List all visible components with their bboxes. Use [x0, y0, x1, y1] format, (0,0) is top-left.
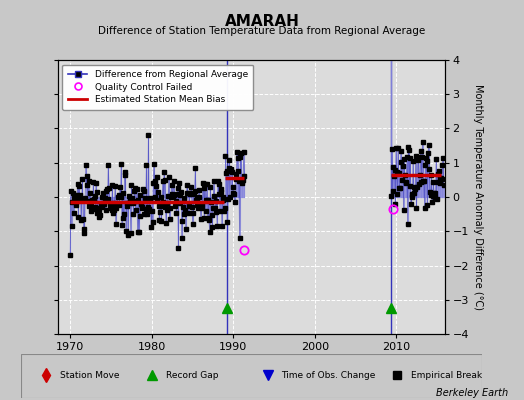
Text: AMARAH: AMARAH	[225, 14, 299, 29]
Legend: Difference from Regional Average, Quality Control Failed, Estimated Station Mean: Difference from Regional Average, Qualit…	[62, 64, 253, 110]
Text: Time of Obs. Change: Time of Obs. Change	[281, 371, 376, 380]
Text: Berkeley Earth: Berkeley Earth	[436, 388, 508, 398]
Text: Record Gap: Record Gap	[166, 371, 219, 380]
Y-axis label: Monthly Temperature Anomaly Difference (°C): Monthly Temperature Anomaly Difference (…	[473, 84, 483, 310]
Text: Difference of Station Temperature Data from Regional Average: Difference of Station Temperature Data f…	[99, 26, 425, 36]
Text: Empirical Break: Empirical Break	[411, 371, 482, 380]
Text: Station Move: Station Move	[60, 371, 119, 380]
